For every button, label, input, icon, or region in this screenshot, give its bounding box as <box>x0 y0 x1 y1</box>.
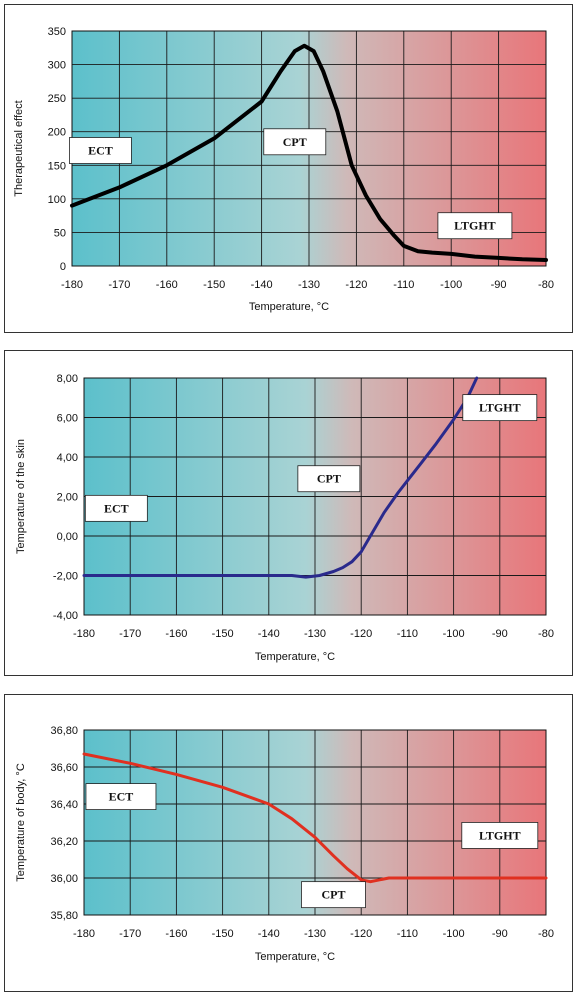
annotation-box <box>462 394 538 422</box>
chart-3: -180 -170 -160 -150 -140 -130 -120 -110 -100 -90 -… <box>15 725 554 963</box>
plot-frame <box>83 729 547 916</box>
x-tick-label: -130 <box>304 628 326 640</box>
x-tick-label: -140 <box>258 928 280 940</box>
y-tick-label: 50 <box>54 227 66 239</box>
x-tick-label: -150 <box>212 928 234 940</box>
chart-2: -180 -170 -160 -150 -140 -130 -120 -110 -100 -90 -… <box>15 373 554 663</box>
x-tick-label: -160 <box>156 279 178 291</box>
annotation-box <box>297 465 361 493</box>
series-line <box>70 43 548 262</box>
x-tick-label: -150 <box>212 628 234 640</box>
y-tick-label: 36,00 <box>50 873 78 885</box>
y-tick-label: 36,20 <box>50 836 78 848</box>
y-axis-title: Temperature of body, °C <box>15 763 27 882</box>
x-tick-label: -110 <box>397 628 418 640</box>
x-tick-label: -80 <box>538 928 554 940</box>
y-tick-label: -4,00 <box>53 610 78 622</box>
x-tick-label: -100 <box>443 928 465 940</box>
annotation-label: LTGHT <box>479 828 521 842</box>
y-tick-label: 2,00 <box>57 492 78 504</box>
y-tick-label: 35,80 <box>50 910 78 922</box>
y-tick-label: 200 <box>48 127 66 139</box>
series-line <box>82 376 479 579</box>
chart-1: -180 -170 -160 -150 -140 -130 -120 -110 -100 -90 -… <box>13 26 554 313</box>
x-tick-label: -130 <box>298 279 320 291</box>
x-tick-label: -160 <box>165 928 187 940</box>
y-tick-label: -2,00 <box>53 571 78 583</box>
x-tick-label: -160 <box>165 628 187 640</box>
x-tick-label: -120 <box>350 928 372 940</box>
x-axis-title: Temperature, °C <box>255 951 335 963</box>
x-tick-label: -120 <box>350 628 372 640</box>
x-tick-label: -110 <box>393 279 414 291</box>
annotation-label: ECT <box>109 790 134 804</box>
x-tick-label: -120 <box>345 279 367 291</box>
annotation-box <box>84 494 148 522</box>
x-tick-label: -90 <box>492 928 508 940</box>
annotation-label: CPT <box>321 888 345 902</box>
x-tick-label: -170 <box>119 928 141 940</box>
y-tick-label: 250 <box>48 93 66 105</box>
annotation-label: ECT <box>88 144 113 158</box>
x-tick-label: -130 <box>304 928 326 940</box>
x-axis-title: Temperature, °C <box>255 651 335 663</box>
x-tick-label: -170 <box>119 628 141 640</box>
x-tick-label: -140 <box>258 628 280 640</box>
annotation-label: LTGHT <box>454 219 496 233</box>
x-tick-label: -180 <box>73 628 95 640</box>
y-tick-label: 350 <box>48 26 66 38</box>
annotation-box <box>301 881 366 909</box>
x-tick-label: -100 <box>443 628 465 640</box>
y-tick-label: 300 <box>48 60 66 72</box>
y-axis-title: Temperature of the skin <box>15 439 27 554</box>
y-tick-label: 150 <box>48 160 66 172</box>
series-line <box>82 752 548 884</box>
y-tick-label: 100 <box>48 194 66 206</box>
x-tick-label: -180 <box>73 928 95 940</box>
plot-frame <box>83 377 547 616</box>
y-tick-label: 0 <box>60 261 66 273</box>
x-tick-label: -80 <box>538 628 554 640</box>
x-tick-label: -170 <box>108 279 130 291</box>
annotation-label: CPT <box>283 135 307 149</box>
annotation-label: LTGHT <box>479 401 521 415</box>
annotation-box <box>263 128 327 156</box>
annotation-label: ECT <box>104 501 129 515</box>
annotation-box <box>437 212 513 240</box>
annotation-label: CPT <box>317 472 341 486</box>
x-tick-label: -150 <box>203 279 225 291</box>
x-tick-label: -110 <box>397 928 418 940</box>
y-tick-label: 8,00 <box>57 373 78 385</box>
x-tick-label: -180 <box>61 279 83 291</box>
y-axis-title: Therapeutical effect <box>13 100 25 196</box>
y-tick-label: 4,00 <box>57 452 78 464</box>
y-tick-label: 36,60 <box>50 762 78 774</box>
x-tick-label: -100 <box>440 279 462 291</box>
y-tick-label: 36,80 <box>50 725 78 737</box>
x-tick-label: -90 <box>491 279 507 291</box>
y-tick-label: 0,00 <box>57 531 78 543</box>
x-tick-label: -80 <box>538 279 554 291</box>
x-axis-title: Temperature, °C <box>249 301 329 313</box>
x-tick-label: -90 <box>492 628 508 640</box>
y-tick-label: 36,40 <box>50 799 78 811</box>
annotation-box <box>69 137 132 164</box>
x-tick-label: -140 <box>251 279 273 291</box>
y-tick-label: 6,00 <box>57 413 78 425</box>
annotation-box <box>461 822 539 849</box>
annotation-box <box>85 783 157 810</box>
